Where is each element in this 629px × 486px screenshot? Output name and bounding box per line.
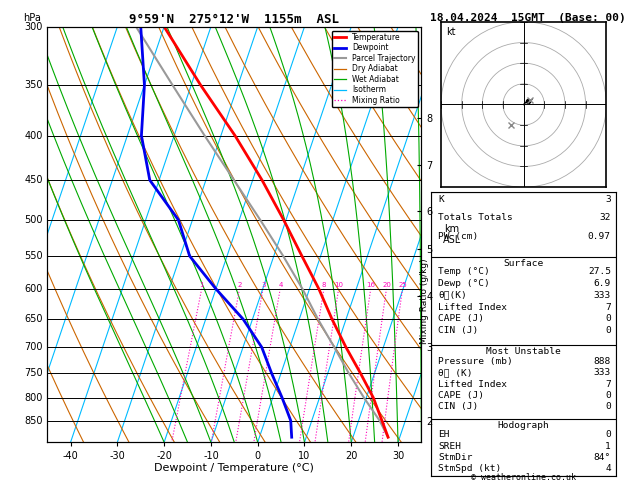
Title: 9°59'N  275°12'W  1155m  ASL: 9°59'N 275°12'W 1155m ASL	[130, 13, 339, 26]
Text: CIN (J): CIN (J)	[438, 326, 479, 335]
Text: Most Unstable: Most Unstable	[486, 347, 561, 356]
Text: 0: 0	[605, 314, 611, 323]
Text: 450: 450	[24, 175, 43, 185]
Text: CIN (J): CIN (J)	[438, 402, 479, 411]
Text: PW (cm): PW (cm)	[438, 232, 479, 241]
Text: 0: 0	[605, 326, 611, 335]
Text: 7: 7	[605, 303, 611, 312]
Text: 1: 1	[199, 282, 204, 288]
Text: Pressure (mb): Pressure (mb)	[438, 357, 513, 366]
Text: 10: 10	[334, 282, 343, 288]
Text: 300: 300	[25, 22, 43, 32]
Text: 850: 850	[24, 416, 43, 426]
Text: θᴇ (K): θᴇ (K)	[438, 368, 473, 377]
Text: K: K	[438, 195, 444, 204]
Text: StmSpd (kt): StmSpd (kt)	[438, 464, 501, 473]
Text: Hodograph: Hodograph	[498, 421, 550, 430]
Text: CAPE (J): CAPE (J)	[438, 314, 484, 323]
Text: 6.9: 6.9	[594, 279, 611, 288]
Text: 400: 400	[25, 131, 43, 140]
Text: 25: 25	[398, 282, 407, 288]
Text: Dewp (°C): Dewp (°C)	[438, 279, 490, 288]
Text: 600: 600	[25, 284, 43, 294]
Text: Surface: Surface	[504, 259, 543, 268]
Text: 0: 0	[605, 430, 611, 439]
Text: 888: 888	[594, 357, 611, 366]
Text: θᴇ(K): θᴇ(K)	[438, 291, 467, 300]
Text: 2: 2	[238, 282, 242, 288]
Text: SREH: SREH	[438, 442, 461, 451]
X-axis label: Dewpoint / Temperature (°C): Dewpoint / Temperature (°C)	[154, 463, 314, 473]
Text: StmDir: StmDir	[438, 453, 473, 462]
Text: 16: 16	[366, 282, 376, 288]
Text: Lifted Index: Lifted Index	[438, 380, 507, 389]
Text: 0.97: 0.97	[588, 232, 611, 241]
Text: 650: 650	[24, 314, 43, 324]
Text: 3: 3	[605, 195, 611, 204]
Text: 800: 800	[25, 393, 43, 403]
Text: Lifted Index: Lifted Index	[438, 303, 507, 312]
Text: 20: 20	[382, 282, 391, 288]
Text: EH: EH	[438, 430, 450, 439]
Text: 0: 0	[605, 402, 611, 411]
Text: 350: 350	[24, 80, 43, 90]
Text: 7: 7	[605, 380, 611, 389]
Text: Temp (°C): Temp (°C)	[438, 267, 490, 277]
Text: Totals Totals: Totals Totals	[438, 213, 513, 223]
Text: 500: 500	[24, 215, 43, 225]
Text: 700: 700	[24, 342, 43, 352]
Text: 4: 4	[278, 282, 282, 288]
Text: 550: 550	[24, 251, 43, 261]
Text: 18.04.2024  15GMT  (Base: 00): 18.04.2024 15GMT (Base: 00)	[430, 13, 625, 23]
Text: 8: 8	[322, 282, 326, 288]
Text: kt: kt	[446, 27, 455, 37]
Text: CAPE (J): CAPE (J)	[438, 391, 484, 400]
Text: 0: 0	[605, 391, 611, 400]
Text: © weatheronline.co.uk: © weatheronline.co.uk	[472, 473, 576, 482]
Legend: Temperature, Dewpoint, Parcel Trajectory, Dry Adiabat, Wet Adiabat, Isotherm, Mi: Temperature, Dewpoint, Parcel Trajectory…	[332, 31, 418, 107]
Text: 333: 333	[594, 291, 611, 300]
Text: 32: 32	[599, 213, 611, 223]
Text: 84°: 84°	[594, 453, 611, 462]
Text: hPa: hPa	[23, 13, 41, 22]
Text: 4: 4	[605, 464, 611, 473]
Y-axis label: km
ASL: km ASL	[443, 224, 461, 245]
Text: 333: 333	[594, 368, 611, 377]
Text: 27.5: 27.5	[588, 267, 611, 277]
Text: 750: 750	[24, 368, 43, 378]
Text: Mixing Ratio (g/kg): Mixing Ratio (g/kg)	[420, 259, 429, 344]
Text: 3: 3	[261, 282, 265, 288]
Text: 1: 1	[605, 442, 611, 451]
